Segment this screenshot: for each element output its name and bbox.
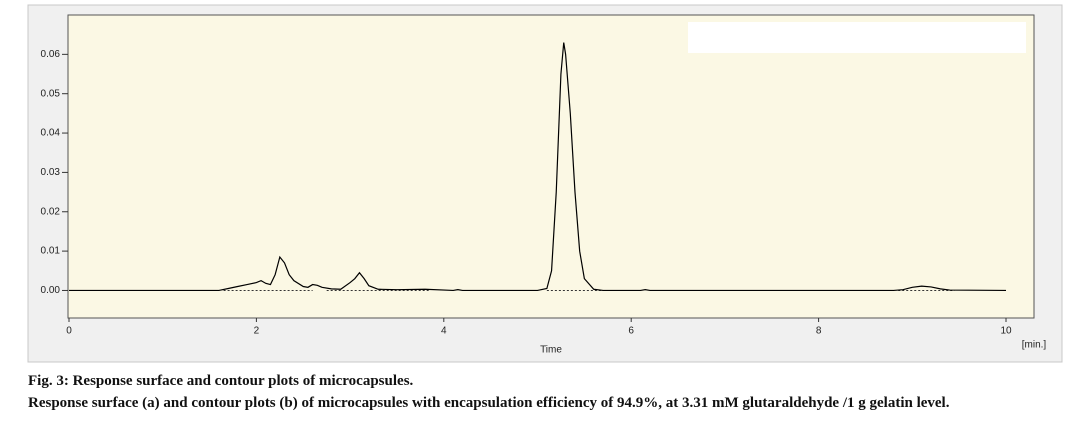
legend-box bbox=[688, 22, 1026, 53]
y-tick-label: 0.02 bbox=[41, 206, 61, 217]
y-tick-label: 0.05 bbox=[41, 88, 61, 99]
y-tick-label: 0.06 bbox=[41, 49, 61, 60]
x-tick-label: 4 bbox=[441, 326, 447, 337]
x-tick-label: 10 bbox=[1000, 326, 1012, 337]
y-tick-label: 0.01 bbox=[41, 246, 61, 257]
caption: Response surface (a) and contour plots (… bbox=[28, 395, 950, 411]
x-tick-label: 0 bbox=[66, 326, 72, 337]
y-tick-label: 0.04 bbox=[41, 128, 61, 139]
caption-title: Fig. 3: Response surface and contour plo… bbox=[28, 373, 414, 389]
signal-trace bbox=[69, 42, 1007, 292]
x-axis-unit: [min.] bbox=[1022, 340, 1047, 351]
plot-area bbox=[67, 14, 1035, 319]
chart: Time [min.] 0.00 0.01 0.02 0.03 0.04 0.05 0.06… bbox=[27, 4, 1063, 363]
y-tick-label: 0.03 bbox=[41, 167, 61, 178]
y-tick-label: 0.00 bbox=[41, 285, 61, 296]
x-tick-label: 2 bbox=[254, 326, 260, 337]
x-tick-label: 8 bbox=[816, 326, 822, 337]
x-tick-label: 6 bbox=[628, 326, 634, 337]
x-axis-label: Time bbox=[540, 345, 562, 356]
